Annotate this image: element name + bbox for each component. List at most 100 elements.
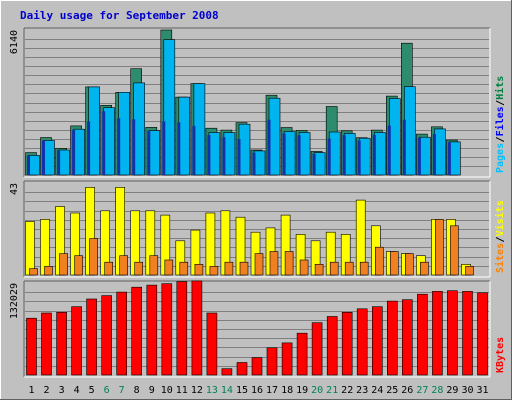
bar-kbytes [281, 342, 293, 376]
bar-pages [28, 155, 40, 176]
bar-files [357, 140, 361, 175]
bar-sites [254, 253, 264, 276]
bar-pages [373, 132, 386, 176]
bar-pages [118, 92, 130, 176]
x-tick-label: 2 [43, 385, 49, 396]
bar-files [222, 137, 226, 175]
bar-kbytes [146, 284, 158, 376]
bar-kbytes [86, 298, 97, 376]
bar-sites [209, 266, 219, 276]
x-tick-label: 3 [59, 385, 65, 396]
y-max-label: 43 [9, 183, 20, 195]
bar-files [27, 155, 30, 175]
bar-sites [194, 263, 204, 276]
legend-kbytes: KBytes [495, 337, 506, 373]
legend-separator: / [495, 100, 506, 106]
bar-sites [134, 261, 143, 276]
x-tick-label: 22 [341, 385, 353, 396]
chart-title: Daily usage for September 2008 [20, 9, 219, 22]
bar-kbytes [386, 300, 398, 376]
y-max-label: 132029 [9, 283, 20, 319]
legend-hits: Hits [494, 76, 506, 100]
bar-pages [43, 140, 55, 176]
bar-kbytes [221, 368, 233, 376]
legend-separator: / [495, 236, 506, 242]
bar-sites [44, 266, 53, 276]
bar-kbytes [266, 347, 278, 376]
x-tick-label: 24 [371, 385, 383, 396]
bar-files [147, 130, 151, 175]
bar-kbytes [447, 290, 458, 376]
bar-pages [358, 137, 371, 176]
bar-pages [434, 128, 446, 176]
bar-pages [328, 131, 341, 176]
bar-kbytes [161, 283, 173, 376]
bar-files [342, 135, 346, 175]
bar-files [72, 130, 76, 175]
bar-files [192, 125, 196, 175]
bar-files [282, 133, 286, 175]
bar-files [297, 135, 301, 175]
bar-kbytes [311, 322, 323, 376]
x-tick-label: 16 [251, 385, 263, 396]
x-tick-label: 7 [119, 385, 125, 396]
legend-hits-files-pages: Pages/Files/Hits [494, 76, 506, 173]
bar-files [312, 153, 316, 175]
x-tick-label: 27 [416, 385, 428, 396]
legend-separator: / [495, 136, 506, 142]
x-tick-label: 15 [236, 385, 248, 396]
bar-pages [103, 107, 115, 176]
bar-kbytes [477, 292, 488, 376]
bar-files [327, 138, 331, 175]
bar-files [447, 142, 451, 175]
bar-kbytes [101, 295, 112, 376]
x-tick-label: 21 [326, 385, 338, 396]
bar-pages [343, 133, 356, 176]
bar-kbytes [417, 293, 428, 376]
bar-sites [389, 251, 399, 276]
x-tick-label: 30 [461, 385, 473, 396]
bar-kbytes [26, 317, 37, 376]
bar-sites [329, 261, 339, 276]
bar-pages [178, 96, 191, 176]
x-tick-label: 4 [74, 385, 80, 396]
bar-kbytes [462, 291, 473, 376]
x-axis-labels: 1 2 3 4 5 6 7 8 9 10 11 12 13 14 15 16 17 18 19 20 21 22 23 24 2… [28, 385, 488, 396]
bar-kbytes [356, 308, 368, 376]
bar-sites [164, 259, 174, 276]
bar-pages [268, 97, 281, 176]
panel-visits-sites: 43 Sites/Visits [9, 180, 506, 278]
bar-kbytes [71, 306, 82, 376]
bar-files [102, 111, 106, 175]
bar-pages [193, 83, 206, 176]
bar-files [372, 134, 376, 175]
x-tick-label: 12 [191, 385, 203, 396]
bar-sites [465, 266, 474, 276]
bar-sites [269, 251, 279, 276]
bar-sites [59, 253, 68, 276]
bar-sites [239, 261, 249, 276]
bar-sites [224, 261, 234, 276]
bar-files [402, 119, 406, 175]
bar-kbytes [191, 280, 203, 376]
bar-sites [314, 263, 324, 276]
bar-kbytes [41, 312, 52, 376]
bar-pages [133, 82, 145, 176]
bar-files [207, 135, 211, 175]
bar-sites [450, 225, 459, 276]
x-tick-label: 14 [221, 385, 233, 396]
bar-pages [208, 132, 221, 176]
bar-files [42, 140, 45, 175]
bar-files [87, 121, 91, 175]
bar-sites [420, 261, 429, 276]
bar-visits [25, 221, 35, 276]
bar-kbytes [326, 316, 338, 376]
legend-pages: Pages [495, 143, 506, 173]
bar-files [417, 137, 421, 175]
legend-files: Files [494, 106, 506, 136]
bar-kbytes [116, 291, 127, 376]
legend-visits: Visits [494, 200, 506, 236]
